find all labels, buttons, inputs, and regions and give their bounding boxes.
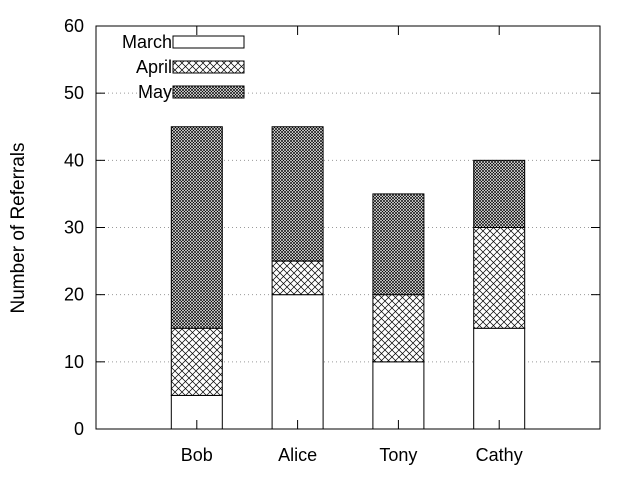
y-tick-label: 40 xyxy=(64,150,84,170)
bar-march-cathy xyxy=(473,327,526,430)
y-tick-label: 30 xyxy=(64,218,84,238)
bars xyxy=(170,126,526,430)
legend-swatch-may xyxy=(172,85,245,99)
y-tick-label: 0 xyxy=(74,419,84,439)
x-tick-labels: Bob Alice Tony Cathy xyxy=(181,445,523,465)
legend-label-may: May xyxy=(138,82,172,102)
x-tick-label: Bob xyxy=(181,445,213,465)
y-tick-label: 20 xyxy=(64,285,84,305)
legend-swatch-april xyxy=(172,60,245,74)
bar-march-alice xyxy=(271,294,324,430)
legend: March April May xyxy=(122,32,245,102)
y-tick-label: 60 xyxy=(64,16,84,36)
legend-label-april: April xyxy=(136,57,172,77)
bar-may-bob xyxy=(170,126,223,329)
bar-april-bob xyxy=(170,327,223,396)
bar-may-cathy xyxy=(473,159,526,228)
x-tick-label: Alice xyxy=(278,445,317,465)
bar-march-tony xyxy=(372,361,425,430)
y-tick-label: 10 xyxy=(64,352,84,372)
legend-label-march: March xyxy=(122,32,172,52)
axis-ticks xyxy=(96,25,600,430)
y-tick-label: 50 xyxy=(64,83,84,103)
y-axis-title: Number of Referrals xyxy=(8,142,29,313)
x-tick-label: Tony xyxy=(379,445,417,465)
x-tick-label: Cathy xyxy=(476,445,523,465)
bar-may-alice xyxy=(271,126,324,262)
legend-swatch-march xyxy=(172,35,245,49)
bar-may-tony xyxy=(372,193,425,296)
bar-april-tony xyxy=(372,294,425,363)
y-tick-labels: 0 10 20 30 40 50 60 xyxy=(64,16,84,439)
bar-april-alice xyxy=(271,260,324,296)
bar-april-cathy xyxy=(473,227,526,329)
